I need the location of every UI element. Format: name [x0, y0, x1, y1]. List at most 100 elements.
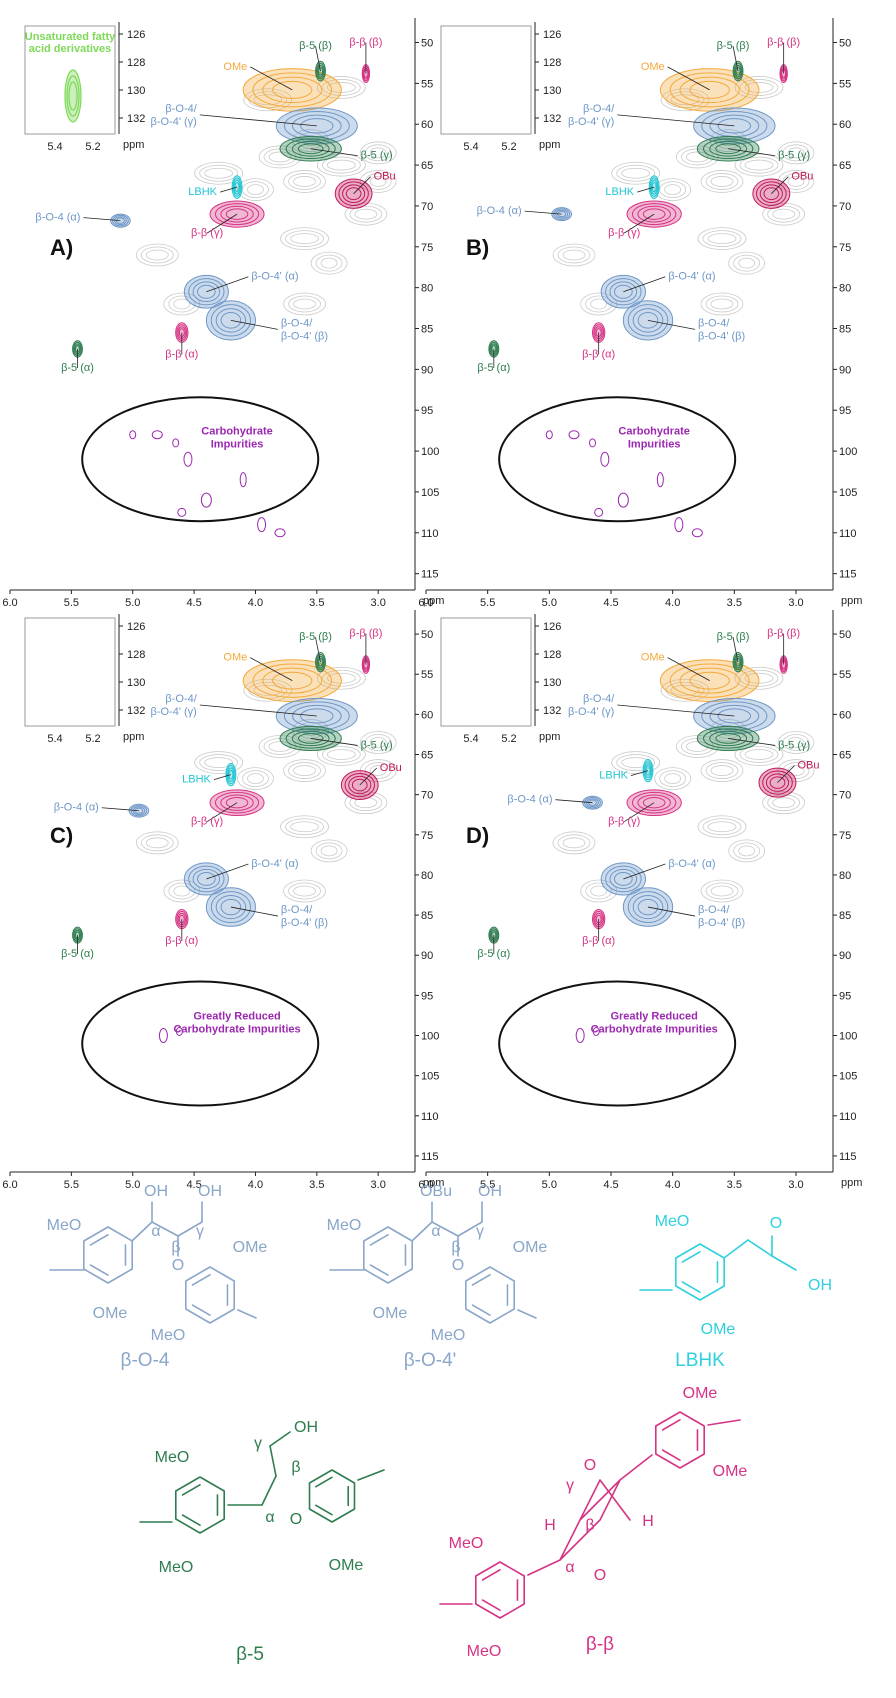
x-unit-label: ppm	[423, 595, 444, 607]
y-tick-label: 95	[839, 405, 851, 417]
cross-peak	[338, 181, 369, 206]
y-tick-label: 80	[839, 870, 851, 882]
peak-label: β-β (α)	[165, 935, 198, 947]
leader-line	[630, 770, 649, 776]
carbohydrate-peak	[674, 517, 684, 533]
peak-label: β-5 (α)	[61, 948, 94, 960]
cross-peak	[715, 143, 742, 155]
cross-peak	[345, 187, 362, 201]
background-contour	[369, 737, 387, 748]
background-contour	[670, 94, 700, 106]
background-contour	[705, 882, 739, 900]
cross-peak	[225, 208, 249, 220]
leader-line	[199, 114, 317, 127]
peak-label: β-β (β)	[349, 37, 382, 49]
y-tick-label: 65	[839, 750, 851, 762]
background-contour	[258, 145, 302, 169]
region-label: Greatly Reduced	[193, 1010, 280, 1022]
cross-peak	[227, 767, 235, 782]
background-contour	[258, 735, 302, 758]
y-tick-label: 90	[839, 364, 851, 376]
x-tick-label: 3.5	[727, 597, 742, 609]
nmr-panel-a: OMe β-5 (β) β-β (β) β-O-4/β-O-4' (γ) β-5 (γ)…	[2, 18, 444, 609]
background-contour	[349, 794, 383, 812]
inset-frame	[24, 25, 116, 135]
peak-label: β-O-4' (γ)	[151, 706, 197, 718]
background-contour	[268, 151, 292, 163]
structure-text: O	[290, 1511, 302, 1528]
peak-label: β-O-4' (β)	[698, 917, 745, 929]
y-tick-label: 55	[421, 78, 433, 90]
y-tick-label: 75	[839, 830, 851, 842]
inset-unit-label: ppm	[123, 731, 144, 743]
background-contour	[702, 230, 742, 248]
leader-line	[732, 46, 739, 72]
y-tick-label: 70	[839, 790, 851, 802]
leader-line	[617, 114, 735, 127]
cross-peak	[759, 184, 783, 204]
cross-peak	[197, 284, 216, 299]
cross-peak	[717, 118, 752, 134]
background-contour	[782, 144, 810, 162]
cross-peak	[637, 898, 659, 916]
peak-label: LBHK	[188, 186, 217, 198]
structure-text: MeO	[655, 1213, 690, 1230]
cross-peak	[769, 776, 786, 789]
ring-double-bond	[681, 1281, 701, 1293]
background-contour	[762, 791, 806, 815]
y-tick-label: 90	[421, 364, 433, 376]
cross-peak	[637, 311, 659, 329]
aromatic-ring	[363, 1226, 413, 1284]
background-contour	[611, 161, 661, 185]
background-contour	[290, 821, 319, 833]
peak-label: LBHK	[182, 774, 211, 786]
x-tick-label: 4.5	[603, 1179, 618, 1191]
y-tick-label: 70	[421, 201, 433, 213]
peak-label: OBu	[798, 760, 820, 772]
background-contour	[321, 746, 361, 763]
nmr-panel-c: OMe β-5 (β) β-β (β) β-O-4/β-O-4' (γ) β-5 (γ)…	[2, 610, 444, 1191]
panel-label: D)	[466, 823, 489, 848]
y-tick-label: 105	[421, 487, 439, 499]
peak-label: β-O-4' (β)	[698, 330, 745, 342]
ring-double-bond	[181, 1514, 201, 1526]
background-contour	[739, 79, 779, 96]
inset-frame	[440, 617, 532, 727]
cross-peak	[300, 708, 334, 724]
structure-text: γ	[476, 1223, 484, 1240]
background-contour	[321, 79, 361, 96]
region-label: Carbohydrate	[201, 426, 273, 438]
background-contour	[321, 669, 361, 687]
background-contour	[173, 298, 191, 310]
background-contour	[140, 246, 174, 264]
background-contour	[364, 173, 392, 190]
carbohydrate-peak	[172, 438, 180, 448]
structure-text: O	[172, 1257, 184, 1274]
background-contour	[675, 145, 719, 169]
bond	[431, 1221, 459, 1237]
peak-label: OMe	[641, 652, 665, 664]
cross-peak	[197, 872, 216, 886]
peak-label: β-O-4 (α)	[507, 794, 552, 806]
cross-peak	[644, 763, 652, 778]
bond	[457, 1221, 483, 1237]
background-contour	[654, 767, 692, 790]
structure-text: H	[642, 1513, 654, 1530]
cross-peak	[689, 80, 730, 99]
leader-line	[623, 863, 666, 880]
inset-y-tick-label: 128	[543, 649, 561, 661]
x-tick-label: 5.5	[64, 1179, 79, 1191]
background-contour	[364, 144, 392, 162]
leader-line	[771, 176, 789, 194]
cross-peak	[632, 894, 664, 920]
inset-y-tick-label: 132	[543, 705, 561, 717]
structure-text: OMe	[513, 1239, 548, 1256]
background-contour	[359, 731, 397, 754]
peak-label: β-O-4' (β)	[281, 330, 328, 342]
carbohydrate-peak	[589, 438, 596, 448]
x-tick-label: 5.0	[125, 597, 140, 609]
cross-peak	[192, 281, 221, 303]
inset-y-tick-label: 128	[127, 649, 145, 661]
background-contour	[685, 151, 709, 163]
